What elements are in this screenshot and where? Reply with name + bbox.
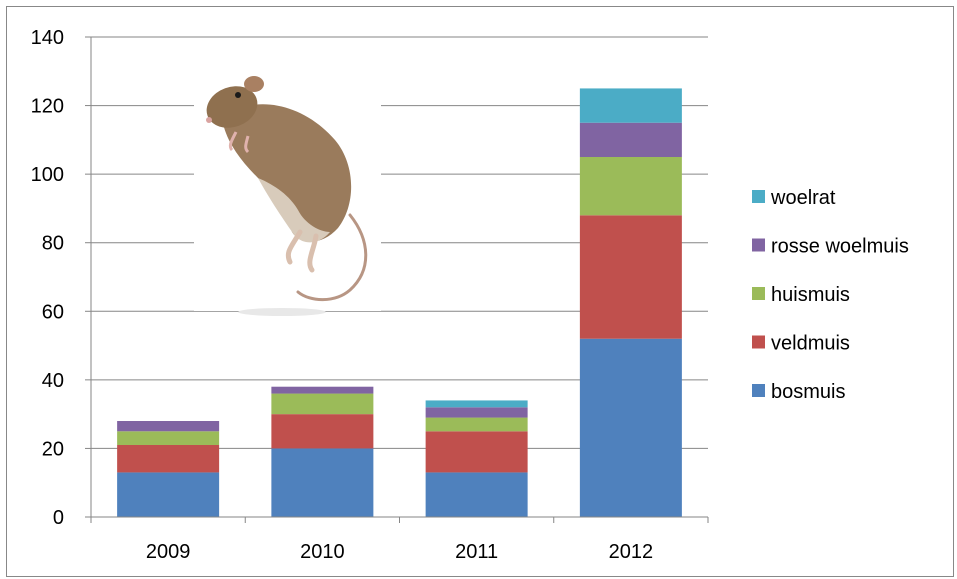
legend-label: bosmuis (771, 381, 845, 403)
legend-swatch (752, 238, 765, 252)
bar-veldmuis-2011 (425, 431, 528, 473)
y-tick-label: 120 (31, 96, 64, 118)
bar-huismuis-2012 (579, 157, 682, 216)
legend-item-veldmuis: veldmuis (752, 333, 850, 355)
mouse-photo (194, 58, 381, 316)
legend-item-huismuis: huismuis (752, 284, 850, 306)
bar-woelrat-2012 (579, 88, 682, 123)
legend-item-bosmuis: bosmuis (752, 381, 845, 403)
y-tick-label: 60 (42, 301, 64, 323)
legend-item-woelrat: woelrat (752, 187, 836, 209)
legend-label: rosse woelmuis (771, 236, 909, 258)
axes (85, 36, 709, 523)
legend: woelrat rosse woelmuis huismuis veldmuis bos… (752, 187, 909, 403)
bar-rosse-woelmuis-2011 (425, 407, 528, 418)
bar-huismuis-2009 (117, 431, 220, 445)
legend-swatch (752, 190, 765, 203)
y-tick-label: 100 (31, 164, 64, 186)
x-tick-label: 2011 (455, 541, 498, 563)
y-tick-labels: 0 20 40 60 80 100 120 140 (31, 27, 64, 529)
bar-bosmuis-2010 (271, 448, 374, 517)
y-tick-label: 80 (42, 233, 64, 255)
legend-item-rosse-woelmuis: rosse woelmuis (752, 236, 909, 258)
bar-huismuis-2011 (425, 417, 528, 432)
bar-rosse-woelmuis-2009 (117, 421, 220, 432)
x-tick-label: 2010 (300, 541, 345, 563)
y-tick-label: 140 (31, 27, 64, 49)
legend-swatch (752, 287, 765, 300)
bar-veldmuis-2010 (271, 414, 374, 449)
bar-bosmuis-2009 (117, 472, 220, 517)
bar-bosmuis-2012 (579, 338, 682, 517)
x-tick-labels: 2009 2010 2011 2012 (146, 541, 653, 563)
x-tick-label: 2009 (146, 541, 191, 563)
legend-label: veldmuis (771, 333, 850, 355)
bars (117, 88, 682, 517)
y-tick-label: 40 (42, 370, 64, 392)
legend-label: woelrat (770, 187, 836, 209)
legend-swatch (752, 335, 765, 349)
legend-swatch (752, 384, 765, 397)
bar-veldmuis-2009 (117, 445, 220, 473)
bar-veldmuis-2012 (579, 215, 682, 339)
y-tick-label: 0 (53, 507, 64, 529)
bar-woelrat-2011 (425, 400, 528, 408)
bar-bosmuis-2011 (425, 472, 528, 517)
bar-huismuis-2010 (271, 393, 374, 415)
bar-rosse-woelmuis-2010 (271, 386, 374, 394)
x-tick-label: 2012 (609, 541, 654, 563)
y-tick-label: 20 (42, 438, 64, 460)
bar-rosse-woelmuis-2012 (579, 122, 682, 157)
legend-label: huismuis (771, 284, 850, 306)
